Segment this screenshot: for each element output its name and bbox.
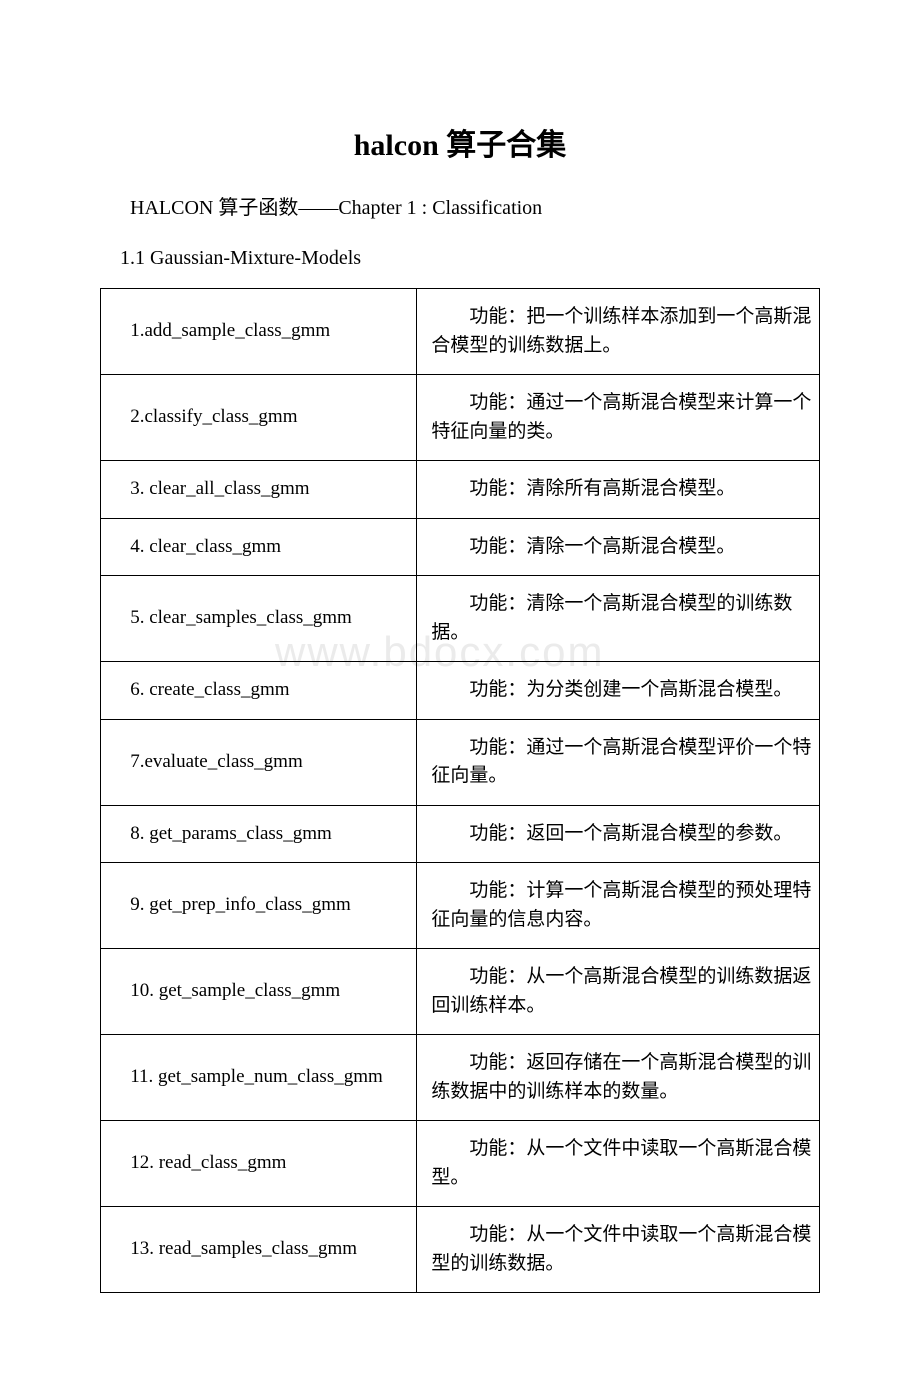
function-name-cell: 10. get_sample_class_gmm — [101, 949, 417, 1035]
function-desc-cell: 功能：清除所有高斯混合模型。 — [417, 461, 820, 519]
table-row: 6. create_class_gmm 功能：为分类创建一个高斯混合模型。 — [101, 662, 820, 720]
function-desc-cell: 功能：返回存储在一个高斯混合模型的训练数据中的训练样本的数量。 — [417, 1035, 820, 1121]
function-name-cell: 4. clear_class_gmm — [101, 518, 417, 576]
function-desc-cell: 功能：把一个训练样本添加到一个高斯混合模型的训练数据上。 — [417, 289, 820, 375]
function-name-cell: 6. create_class_gmm — [101, 662, 417, 720]
function-desc-cell: 功能：清除一个高斯混合模型的训练数据。 — [417, 576, 820, 662]
page-container: halcon 算子合集 HALCON 算子函数——Chapter 1 : Cla… — [100, 120, 820, 1293]
table-row: 9. get_prep_info_class_gmm 功能：计算一个高斯混合模型… — [101, 863, 820, 949]
page-title: halcon 算子合集 — [100, 120, 820, 164]
function-desc-cell: 功能：通过一个高斯混合模型评价一个特征向量。 — [417, 719, 820, 805]
table-row: 4. clear_class_gmm 功能：清除一个高斯混合模型。 — [101, 518, 820, 576]
function-name-cell: 1.add_sample_class_gmm — [101, 289, 417, 375]
function-desc-cell: 功能：返回一个高斯混合模型的参数。 — [417, 805, 820, 863]
function-name-cell: 3. clear_all_class_gmm — [101, 461, 417, 519]
function-name-cell: 11. get_sample_num_class_gmm — [101, 1035, 417, 1121]
function-desc-cell: 功能：通过一个高斯混合模型来计算一个特征向量的类。 — [417, 375, 820, 461]
function-name-cell: 8. get_params_class_gmm — [101, 805, 417, 863]
section-title: 1.1 Gaussian-Mixture-Models — [100, 242, 820, 274]
table-row: 8. get_params_class_gmm 功能：返回一个高斯混合模型的参数… — [101, 805, 820, 863]
function-desc-cell: 功能：从一个文件中读取一个高斯混合模型的训练数据。 — [417, 1207, 820, 1293]
function-desc-cell: 功能：从一个高斯混合模型的训练数据返回训练样本。 — [417, 949, 820, 1035]
table-row: 7.evaluate_class_gmm 功能：通过一个高斯混合模型评价一个特征… — [101, 719, 820, 805]
function-name-cell: 13. read_samples_class_gmm — [101, 1207, 417, 1293]
function-desc-cell: 功能：计算一个高斯混合模型的预处理特征向量的信息内容。 — [417, 863, 820, 949]
function-name-cell: 2.classify_class_gmm — [101, 375, 417, 461]
table-row: 2.classify_class_gmm 功能：通过一个高斯混合模型来计算一个特… — [101, 375, 820, 461]
table-row: 3. clear_all_class_gmm 功能：清除所有高斯混合模型。 — [101, 461, 820, 519]
function-table-body: 1.add_sample_class_gmm 功能：把一个训练样本添加到一个高斯… — [101, 289, 820, 1293]
function-desc-cell: 功能：从一个文件中读取一个高斯混合模型。 — [417, 1121, 820, 1207]
table-row: 13. read_samples_class_gmm 功能：从一个文件中读取一个… — [101, 1207, 820, 1293]
function-name-cell: 5. clear_samples_class_gmm — [101, 576, 417, 662]
function-desc-cell: 功能：为分类创建一个高斯混合模型。 — [417, 662, 820, 720]
chapter-subtitle: HALCON 算子函数——Chapter 1 : Classification — [100, 192, 820, 224]
table-row: 1.add_sample_class_gmm 功能：把一个训练样本添加到一个高斯… — [101, 289, 820, 375]
function-name-cell: 9. get_prep_info_class_gmm — [101, 863, 417, 949]
function-table: 1.add_sample_class_gmm 功能：把一个训练样本添加到一个高斯… — [100, 288, 820, 1293]
function-name-cell: 12. read_class_gmm — [101, 1121, 417, 1207]
table-row: 10. get_sample_class_gmm 功能：从一个高斯混合模型的训练… — [101, 949, 820, 1035]
table-row: 11. get_sample_num_class_gmm 功能：返回存储在一个高… — [101, 1035, 820, 1121]
function-desc-cell: 功能：清除一个高斯混合模型。 — [417, 518, 820, 576]
function-name-cell: 7.evaluate_class_gmm — [101, 719, 417, 805]
table-row: 5. clear_samples_class_gmm 功能：清除一个高斯混合模型… — [101, 576, 820, 662]
table-row: 12. read_class_gmm 功能：从一个文件中读取一个高斯混合模型。 — [101, 1121, 820, 1207]
